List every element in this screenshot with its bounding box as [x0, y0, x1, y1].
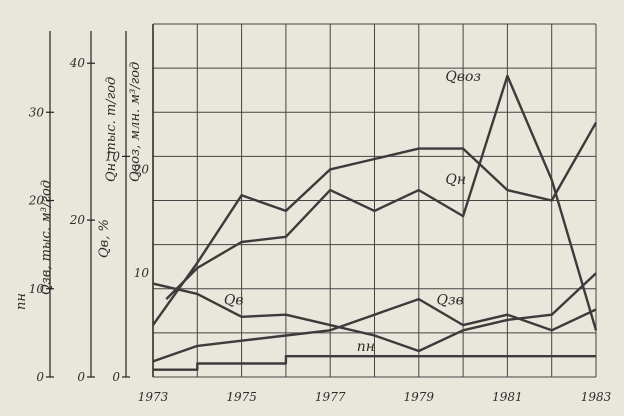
- labels-group: Qвоз Qн Qв Qзв nн: [224, 69, 481, 355]
- y-nn-tick-label: 10: [29, 282, 45, 296]
- x-tick-label: 1975: [226, 390, 257, 404]
- y-nn-tick-label: 0: [36, 370, 44, 384]
- y-nn-tick-label: 30: [29, 105, 45, 119]
- x-tick-label: 1973: [138, 390, 169, 404]
- y-qv-tick-label: 0: [112, 370, 120, 384]
- y-main-tick-label: 20: [133, 162, 150, 176]
- x-tick-label: 1977: [315, 390, 346, 404]
- y-main-label-top: Qн, тыс. т/год: [104, 77, 119, 182]
- y-qzv-tick-label: 0: [77, 370, 85, 384]
- x-tick-label: 1981: [492, 390, 523, 404]
- series-label: Qн: [445, 172, 466, 188]
- y-qzv-tick-label: 20: [69, 213, 86, 227]
- series-label: Qв: [224, 292, 244, 308]
- series-label: Qзв: [437, 292, 464, 308]
- x-tick-label: 1983: [581, 390, 612, 404]
- axes: 1973 1975 1977 1979 1981 1983 10 20 Qн, тыс. т/г…: [14, 24, 612, 404]
- series-group: [152, 74, 598, 371]
- series-label: Qвоз: [445, 69, 481, 85]
- y-main-tick-label: 10: [134, 266, 150, 280]
- y-nn-tick-label: 20: [28, 194, 45, 208]
- y-qv-tick-label: 10: [105, 149, 121, 163]
- y-nn-label: nн: [14, 293, 29, 310]
- y-main-label-bottom: Qвоз, млн. м³/год: [128, 62, 143, 182]
- series-label: nн: [357, 339, 375, 355]
- y-qzv-tick-label: 40: [69, 56, 86, 70]
- x-tick-label: 1979: [404, 390, 435, 404]
- y-qv-label: Qв, %: [97, 219, 112, 258]
- series-line: [153, 355, 596, 371]
